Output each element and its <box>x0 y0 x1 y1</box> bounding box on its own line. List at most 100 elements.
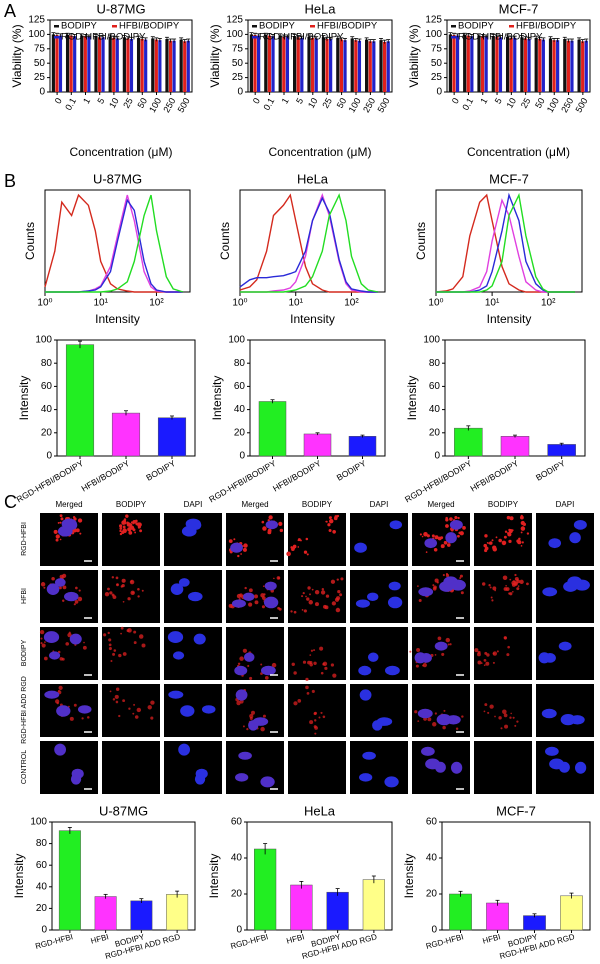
micrograph <box>226 513 284 566</box>
y-axis-label: Intensity <box>207 854 221 899</box>
nucleus <box>231 599 246 608</box>
red-signal <box>277 606 280 610</box>
histogram-line <box>45 194 183 293</box>
red-signal <box>111 576 115 579</box>
red-signal <box>261 605 265 609</box>
x-tick-label: HFBI/BODIPY <box>468 458 520 494</box>
red-signal <box>419 533 422 536</box>
red-signal <box>73 703 77 707</box>
row-label: RGD-HFBI ADD RGD <box>21 676 28 744</box>
y-tick-label: 100 <box>425 29 442 40</box>
red-signal <box>309 661 313 664</box>
red-signal <box>251 710 256 715</box>
red-signal <box>237 554 240 558</box>
x-tick-label: 10² <box>344 298 359 309</box>
nucleus <box>450 579 466 591</box>
red-signal <box>107 587 110 591</box>
bar <box>179 39 183 92</box>
red-signal <box>421 535 424 538</box>
histogram-line <box>239 196 378 293</box>
nucleus <box>421 746 435 756</box>
micrograph-bg <box>102 741 160 794</box>
red-signal <box>118 714 121 718</box>
x-tick-label: 10⁰ <box>37 298 52 309</box>
x-tick-label: 25 <box>320 96 334 110</box>
red-signal <box>81 717 84 720</box>
red-signal <box>309 654 312 656</box>
y-tick-label: 50 <box>232 58 244 69</box>
nucleus <box>434 641 448 651</box>
bar <box>365 39 369 92</box>
red-signal <box>509 592 513 596</box>
bar <box>466 35 470 92</box>
red-signal <box>303 609 307 613</box>
bar <box>581 41 585 92</box>
red-signal <box>286 551 291 557</box>
micrograph <box>39 627 98 680</box>
red-signal <box>484 546 489 551</box>
x-tick-label: HFBI <box>90 932 110 945</box>
micrograph <box>288 684 346 737</box>
y-tick-label: 40 <box>429 404 441 415</box>
red-signal <box>501 540 507 546</box>
y-tick-label: 60 <box>231 817 243 828</box>
red-signal <box>484 534 488 538</box>
x-tick-label: 5 <box>493 96 504 105</box>
x-tick-label: HFBI/BODIPY <box>79 458 131 494</box>
micrograph <box>474 570 532 623</box>
red-signal <box>332 673 337 678</box>
column-header: DAPI <box>184 500 203 509</box>
nucleus <box>372 720 383 731</box>
bar <box>112 37 116 92</box>
red-signal <box>83 641 85 644</box>
red-signal <box>122 525 126 529</box>
nucleus <box>56 705 71 717</box>
red-signal <box>301 609 304 611</box>
red-signal <box>125 514 129 518</box>
x-axis-label: Intensity <box>290 312 335 326</box>
nucleus <box>248 720 259 731</box>
nucleus <box>435 761 446 773</box>
red-signal <box>127 628 132 633</box>
nucleus <box>57 525 73 537</box>
red-signal <box>240 553 242 555</box>
red-signal <box>495 536 498 539</box>
bar <box>354 40 358 92</box>
red-signal <box>293 671 297 675</box>
nucleus <box>548 538 562 549</box>
red-signal <box>488 584 491 587</box>
bar <box>303 433 332 457</box>
red-signal <box>449 517 453 521</box>
red-signal <box>261 520 265 524</box>
chart-title: HeLa <box>297 171 329 186</box>
red-signal <box>508 539 512 544</box>
legend-swatch <box>252 25 257 28</box>
red-signal <box>126 521 129 525</box>
red-signal <box>112 595 117 600</box>
bar <box>329 39 333 92</box>
plot-frame <box>49 19 193 93</box>
nucleus <box>235 689 248 701</box>
red-signal <box>321 588 325 591</box>
bar <box>491 36 495 92</box>
y-tick-label: 0 <box>436 87 442 98</box>
red-signal <box>487 711 490 714</box>
bar <box>348 436 377 457</box>
nucleus <box>384 665 400 676</box>
y-tick-label: 0 <box>39 87 45 98</box>
bar <box>55 34 59 92</box>
bar <box>386 41 390 92</box>
column-header: DAPI <box>370 500 389 509</box>
red-signal <box>492 586 497 591</box>
y-tick-label: 125 <box>226 15 243 26</box>
y-tick-label: 0 <box>236 925 242 936</box>
red-signal <box>339 593 343 597</box>
bar <box>513 37 517 92</box>
red-signal <box>434 712 437 715</box>
micrograph <box>536 513 594 566</box>
red-signal <box>307 586 311 590</box>
red-signal <box>119 524 123 528</box>
x-tick-label: 500 <box>573 96 589 114</box>
x-tick-label: 50 <box>335 96 349 110</box>
